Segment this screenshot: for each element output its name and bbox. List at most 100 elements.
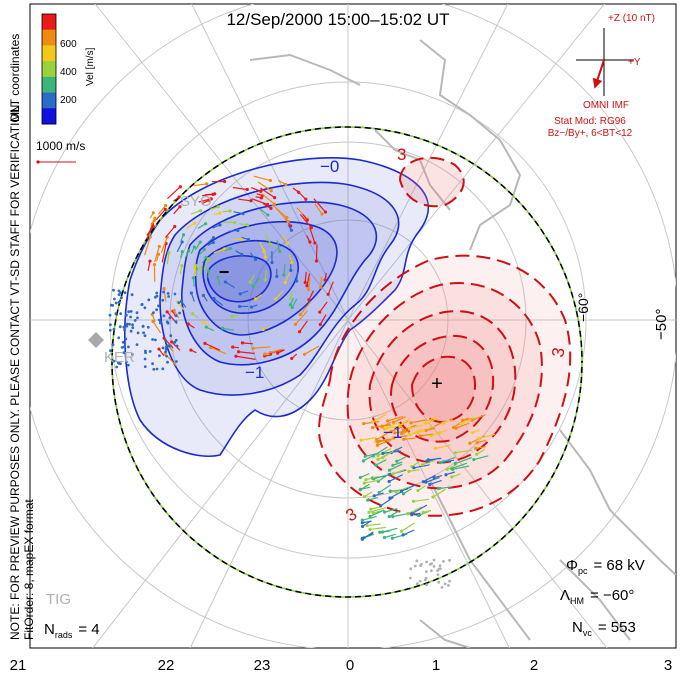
radar-grid-point	[161, 298, 165, 302]
vector-origin	[370, 420, 375, 424]
vector-origin	[314, 259, 319, 263]
vector-origin	[290, 305, 294, 310]
vector-origin	[475, 441, 479, 445]
vector-origin	[429, 434, 433, 438]
vector-origin	[284, 182, 288, 187]
mlt-meridians	[30, 4, 676, 648]
vector-origin	[205, 182, 209, 186]
vector-origin	[390, 536, 394, 540]
radar-grid-point	[109, 349, 112, 353]
radar-grid-point	[114, 301, 118, 305]
velocity-vector	[222, 327, 235, 331]
radar-grid-point	[175, 344, 179, 348]
radar-grid-point	[124, 337, 128, 341]
radar-grid-point	[122, 325, 126, 329]
radar-grid-point	[437, 567, 441, 571]
svg-text:1000 m/s: 1000 m/s	[36, 139, 85, 153]
vector-origin	[251, 284, 255, 288]
radar-grid-point	[136, 331, 140, 335]
velocity-vector	[238, 351, 255, 355]
vector-origin	[318, 322, 322, 327]
vector-origin	[389, 429, 394, 434]
vector-origin	[273, 196, 277, 200]
velocity-vector	[176, 241, 183, 253]
station-labels: SYO KER TIG	[46, 193, 212, 608]
velocity-vector	[155, 208, 166, 221]
velocity-vector	[308, 290, 315, 301]
radar-grid-point	[164, 350, 168, 354]
velocity-vector	[283, 263, 286, 275]
velocity-vector	[402, 529, 415, 536]
vector-origin	[363, 454, 367, 458]
radar-grid-point	[126, 363, 130, 367]
velocity-vector	[242, 342, 254, 345]
vector-origin	[362, 481, 366, 485]
velocity-vector	[253, 175, 271, 182]
vector-origin	[221, 326, 225, 330]
velocity-vector	[232, 186, 248, 191]
velocity-vector	[319, 301, 328, 313]
radar-grid-point	[119, 362, 122, 366]
velocity-vector	[157, 205, 167, 215]
vector-origin	[417, 513, 421, 518]
vector-origin	[411, 499, 416, 503]
mlt-label-0: 0	[346, 657, 354, 674]
radar-grid-point	[154, 338, 157, 342]
vector-origin	[186, 322, 190, 326]
radar-grid-point	[140, 303, 144, 306]
vector-origin	[198, 209, 203, 213]
vector-origin	[360, 518, 364, 522]
vector-origin	[165, 310, 169, 314]
vector-origin	[375, 443, 379, 447]
velocity-vector	[427, 417, 438, 424]
vector-origin	[361, 459, 366, 463]
velocity-vector	[432, 488, 447, 498]
radar-grid-point	[448, 579, 451, 583]
velocity-vector	[238, 198, 252, 202]
radar-grid-point	[143, 334, 147, 338]
radar-grid-point	[166, 360, 169, 364]
vector-origin	[298, 312, 302, 317]
radar-grid-point	[112, 327, 116, 331]
vector-origin	[302, 352, 307, 356]
vector-origin	[238, 292, 242, 296]
radar-grid-point	[169, 334, 173, 338]
radar-grid-point	[438, 564, 442, 567]
radar-grid-point	[151, 338, 155, 341]
vector-origin	[410, 512, 414, 516]
mlt-label-3: 3	[664, 657, 672, 674]
vector-origin	[177, 195, 181, 199]
vector-origin	[204, 325, 208, 329]
vector-origin	[178, 185, 182, 189]
vector-origin	[364, 478, 368, 482]
velocity-vector	[407, 506, 423, 515]
radar-grid-point	[442, 560, 445, 563]
radar-grid-point	[135, 343, 139, 346]
colorbar-swatch	[42, 29, 56, 46]
vector-origin	[157, 347, 161, 351]
vector-origin	[288, 303, 293, 307]
radar-grid-point	[155, 308, 159, 312]
velocity-vector	[291, 298, 298, 308]
vector-origin	[468, 441, 472, 445]
velocity-vector	[264, 269, 268, 280]
velocity-vector	[295, 310, 308, 325]
velocity-vector	[320, 276, 322, 288]
velocity-vectors	[144, 175, 496, 541]
hm-boundary-latitude: ΛHM = −60°	[560, 587, 634, 606]
radar-grid-point	[423, 578, 427, 582]
vector-origin	[187, 249, 191, 253]
vector-origin	[241, 212, 245, 216]
vector-origin	[453, 451, 457, 455]
radar-grid-point	[127, 310, 130, 314]
vector-origin	[246, 237, 251, 242]
vector-origin	[304, 197, 308, 201]
radar-grid-point	[415, 582, 419, 586]
vector-origin	[433, 446, 438, 451]
vector-origin	[406, 512, 410, 516]
vector-origin	[438, 461, 442, 465]
velocity-vector	[160, 237, 168, 253]
vector-origin	[369, 507, 373, 511]
radar-grid-point	[418, 579, 422, 583]
velocity-vector	[233, 211, 244, 215]
